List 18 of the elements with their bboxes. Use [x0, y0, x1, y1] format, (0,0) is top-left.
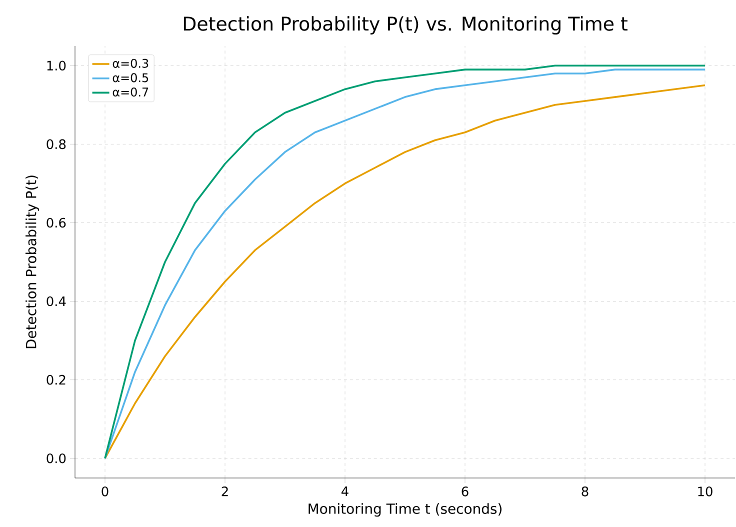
x-axis-title: Monitoring Time t (seconds) [308, 503, 502, 517]
y-tick-label: 0.6 [46, 218, 66, 228]
y-tick-label: 1.0 [47, 60, 66, 71]
x-tick-label: 8 [582, 486, 588, 496]
x-tick-label: 6 [462, 486, 468, 496]
legend-label: α=0.5 [112, 73, 148, 82]
y-tick-label: 0.4 [46, 296, 66, 306]
y-tick-label: 0.8 [46, 139, 66, 150]
y-tick-label: 0.0 [46, 453, 66, 464]
x-tick-label: 10 [698, 486, 712, 496]
legend-label: α=0.3 [112, 58, 148, 68]
x-tick-label: 0 [102, 486, 108, 496]
x-tick-label: 4 [342, 486, 348, 496]
x-tick-label: 2 [222, 486, 228, 496]
y-axis-title: Detection Probability P(t) [26, 176, 40, 348]
y-tick-label: 0.2 [46, 374, 66, 385]
chart-title: Detection Probability P(t) vs. Monitoring Time t [184, 16, 628, 34]
legend-label: α=0.7 [112, 88, 148, 97]
